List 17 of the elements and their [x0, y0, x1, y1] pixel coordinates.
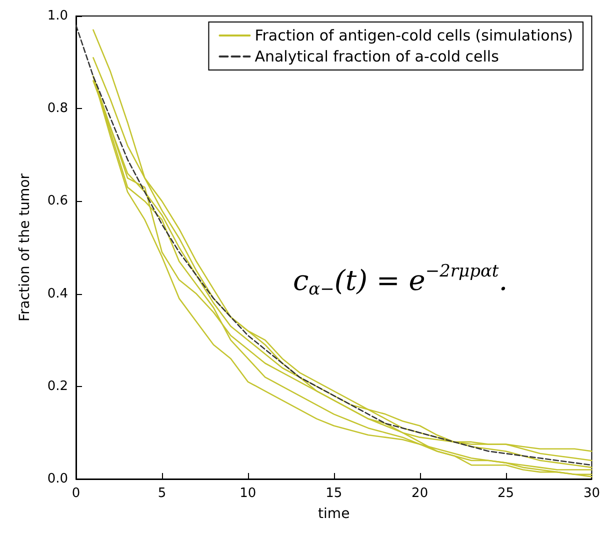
legend-label: Fraction of antigen-cold cells (simulations) — [254, 26, 574, 44]
y-axis-title: Fraction of the tumor — [17, 173, 33, 322]
x-tick-label: 25 — [498, 486, 514, 501]
x-tick-label: 20 — [412, 486, 428, 501]
y-tick-label: 1.0 — [47, 8, 68, 24]
y-tick-label: 0.4 — [47, 286, 68, 302]
x-tick-label: 0 — [72, 486, 80, 501]
x-tick-label: 10 — [240, 486, 256, 501]
x-tick-label: 5 — [158, 486, 166, 501]
y-tick-label: 0.6 — [47, 194, 68, 209]
legend-label: Analytical fraction of a-cold cells — [254, 48, 500, 66]
y-tick-label: 0.0 — [47, 472, 68, 486]
y-tick-label: 0.8 — [47, 101, 68, 116]
x-tick-label: 15 — [326, 486, 342, 501]
y-tick-label: 0.2 — [47, 378, 68, 394]
x-axis-title: time — [318, 506, 350, 522]
x-tick-label: 30 — [583, 486, 600, 501]
